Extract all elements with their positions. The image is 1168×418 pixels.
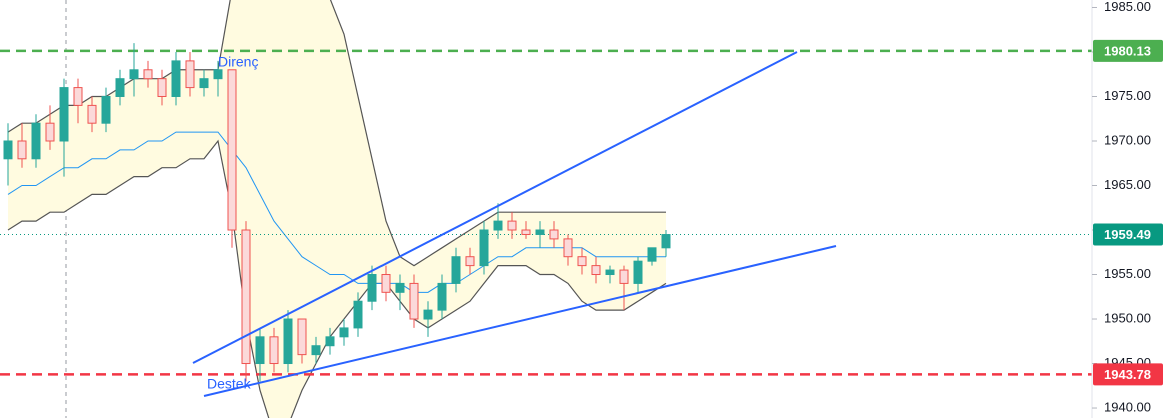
candle-body [465, 256, 475, 267]
candle-body [423, 309, 433, 320]
candle-body [213, 69, 223, 80]
candle-body [241, 229, 251, 365]
price-tag [1093, 363, 1163, 386]
annotation: Direnç [218, 54, 258, 70]
candle-body [521, 229, 531, 235]
trend-line [192, 51, 798, 364]
price-tag [1093, 39, 1163, 62]
candle-body [199, 78, 209, 89]
candle-body [87, 104, 97, 124]
candle-body [227, 69, 237, 231]
y-tick-label: 1950.00 [1104, 310, 1151, 325]
y-tick-label: 1965.00 [1104, 177, 1151, 192]
candle-body [605, 269, 615, 276]
candle-body [17, 140, 27, 160]
candle-body [493, 220, 503, 231]
candle-body [129, 69, 139, 80]
band-fill [8, 0, 666, 418]
price-tag-label: 1943.78 [1104, 367, 1151, 382]
candle-body [591, 265, 601, 276]
y-tick-label: 1940.00 [1104, 399, 1151, 414]
candle-body [157, 78, 167, 97]
candle-body [325, 336, 335, 347]
candle-body [143, 69, 153, 80]
candle-body [619, 269, 629, 284]
candle-body [395, 282, 405, 293]
trend-line [203, 245, 837, 397]
candle-body [633, 260, 643, 284]
candle-body [367, 274, 377, 302]
y-tick-label: 1955.00 [1104, 266, 1151, 281]
candle-body [563, 238, 573, 258]
candle-body [381, 274, 391, 293]
candle-body [283, 318, 293, 365]
candle-body [45, 122, 55, 142]
price-tag-label: 1980.13 [1104, 43, 1151, 58]
candle-body [647, 247, 657, 262]
candle-body [255, 336, 265, 365]
candle-body [409, 282, 419, 320]
band-lower [7, 139, 667, 418]
candle-body [661, 234, 671, 249]
candle-body [269, 336, 279, 365]
candle-body [185, 60, 195, 89]
candle-body [437, 282, 447, 311]
candle-body [171, 60, 181, 97]
annotation: Destek [207, 376, 252, 392]
candle-body [577, 256, 587, 267]
price-tag [1093, 223, 1163, 246]
candle-body [101, 95, 111, 124]
candle-body [73, 87, 83, 106]
candle-body [479, 229, 489, 267]
y-tick-label: 1975.00 [1104, 88, 1151, 103]
candle-body [31, 122, 41, 160]
band-middle [7, 131, 666, 293]
candle-body [549, 229, 559, 240]
candle-body [353, 300, 363, 329]
candle-body [451, 256, 461, 284]
candle-body [3, 140, 13, 160]
candle-body [339, 327, 349, 338]
y-tick-label: 1985.00 [1104, 0, 1151, 14]
y-tick-label: 1970.00 [1104, 132, 1151, 147]
candle-body [507, 220, 517, 231]
price-tag-label: 1959.49 [1104, 227, 1151, 242]
candle-body [297, 318, 307, 356]
candle-body [59, 87, 69, 142]
candle-body [311, 345, 321, 356]
candle-body [535, 229, 545, 235]
candle-body [115, 78, 125, 97]
